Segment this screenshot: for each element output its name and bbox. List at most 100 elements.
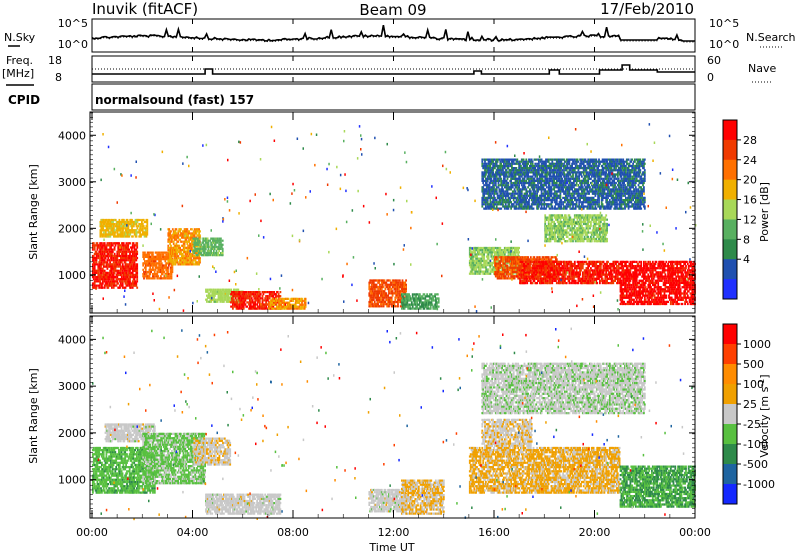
power-cell [145, 229, 147, 231]
power-cell [488, 256, 490, 258]
power-cell [259, 291, 261, 293]
power-cell [488, 253, 490, 255]
power-cell [264, 308, 266, 310]
power-cell [177, 255, 179, 257]
power-cell [162, 252, 164, 254]
power-cell [525, 280, 527, 282]
power-cell [138, 229, 140, 231]
power-cell [170, 261, 172, 263]
power-cell [171, 241, 173, 243]
power-cell [391, 303, 393, 305]
power-cell [123, 219, 125, 221]
power-cell [232, 306, 234, 308]
power-cell [405, 290, 407, 292]
power-cell [600, 265, 602, 267]
power-cell [394, 301, 396, 303]
power-cell [167, 271, 169, 273]
power-cell [505, 258, 507, 260]
power-cell [611, 276, 613, 278]
power-cell [174, 249, 176, 251]
power-cell [576, 276, 578, 278]
power-cell [381, 288, 383, 290]
power-cell [500, 258, 502, 260]
power-cell [106, 219, 108, 221]
power-cell [415, 295, 417, 297]
power-cell [102, 268, 104, 270]
power-cell [518, 251, 520, 253]
power-cell [171, 277, 173, 279]
power-cell [585, 280, 587, 282]
power-cell [282, 306, 284, 308]
power-cell [289, 302, 291, 304]
power-cell [522, 261, 524, 263]
nsearch-label: N.Search [746, 31, 796, 44]
power-cell [107, 263, 109, 265]
power-cell [563, 282, 565, 284]
power-cell [197, 238, 199, 240]
power-cell [305, 300, 307, 302]
power-cell [583, 263, 585, 265]
power-cell [404, 282, 406, 284]
power-cell [554, 261, 556, 263]
power-cell [292, 300, 294, 302]
power-cell [283, 300, 285, 302]
power-cell [199, 230, 201, 232]
power-cell [395, 295, 397, 297]
power-cell [219, 301, 221, 303]
power-cell [109, 280, 111, 282]
power-cell [248, 301, 250, 303]
power-cell [197, 242, 199, 244]
power-cell [298, 298, 300, 300]
power-cell [401, 308, 403, 310]
power-cell [475, 266, 477, 268]
power-cell [530, 280, 532, 282]
power-cell [603, 265, 605, 267]
power-cell [409, 306, 411, 308]
power-cell [98, 287, 100, 289]
power-cell [109, 219, 111, 221]
power-cell [135, 221, 137, 223]
power-cell [99, 270, 101, 272]
power-cell [275, 298, 277, 300]
power-cell [402, 295, 404, 297]
power-cell [145, 267, 147, 269]
power-cell [127, 251, 129, 253]
power-cell [232, 303, 234, 305]
power-cell [186, 239, 188, 241]
power-cell [395, 279, 397, 281]
power-cell [172, 271, 174, 273]
power-cell [538, 276, 540, 278]
power-cell [491, 264, 493, 266]
power-cell [115, 268, 117, 270]
power-cell [494, 253, 496, 255]
power-cell [122, 233, 124, 235]
power-cell [543, 265, 545, 267]
power-cell [560, 271, 562, 273]
power-cell [102, 229, 104, 231]
power-cell [129, 263, 131, 265]
power-cell [251, 297, 253, 299]
power-cell [569, 274, 571, 276]
power-cell [473, 268, 475, 270]
power-cell [105, 249, 107, 251]
power-cell [551, 280, 553, 282]
power-cell [397, 305, 399, 307]
power-cell [253, 293, 255, 295]
power-cell [220, 295, 222, 297]
cpid-label: CPID [8, 93, 40, 107]
power-cell [391, 288, 393, 290]
power-cell [190, 245, 192, 247]
power-cell [416, 308, 418, 310]
power-cell [208, 254, 210, 256]
power-cell [481, 251, 483, 253]
power-cell [495, 265, 497, 267]
power-cell [583, 271, 585, 273]
power-cell [502, 256, 504, 258]
power-cell [582, 261, 584, 263]
power-cell [265, 291, 267, 293]
power-cell [566, 261, 568, 263]
power-cell [126, 253, 128, 255]
power-cell [608, 282, 610, 284]
power-cell [155, 260, 157, 262]
power-cell [132, 287, 134, 289]
